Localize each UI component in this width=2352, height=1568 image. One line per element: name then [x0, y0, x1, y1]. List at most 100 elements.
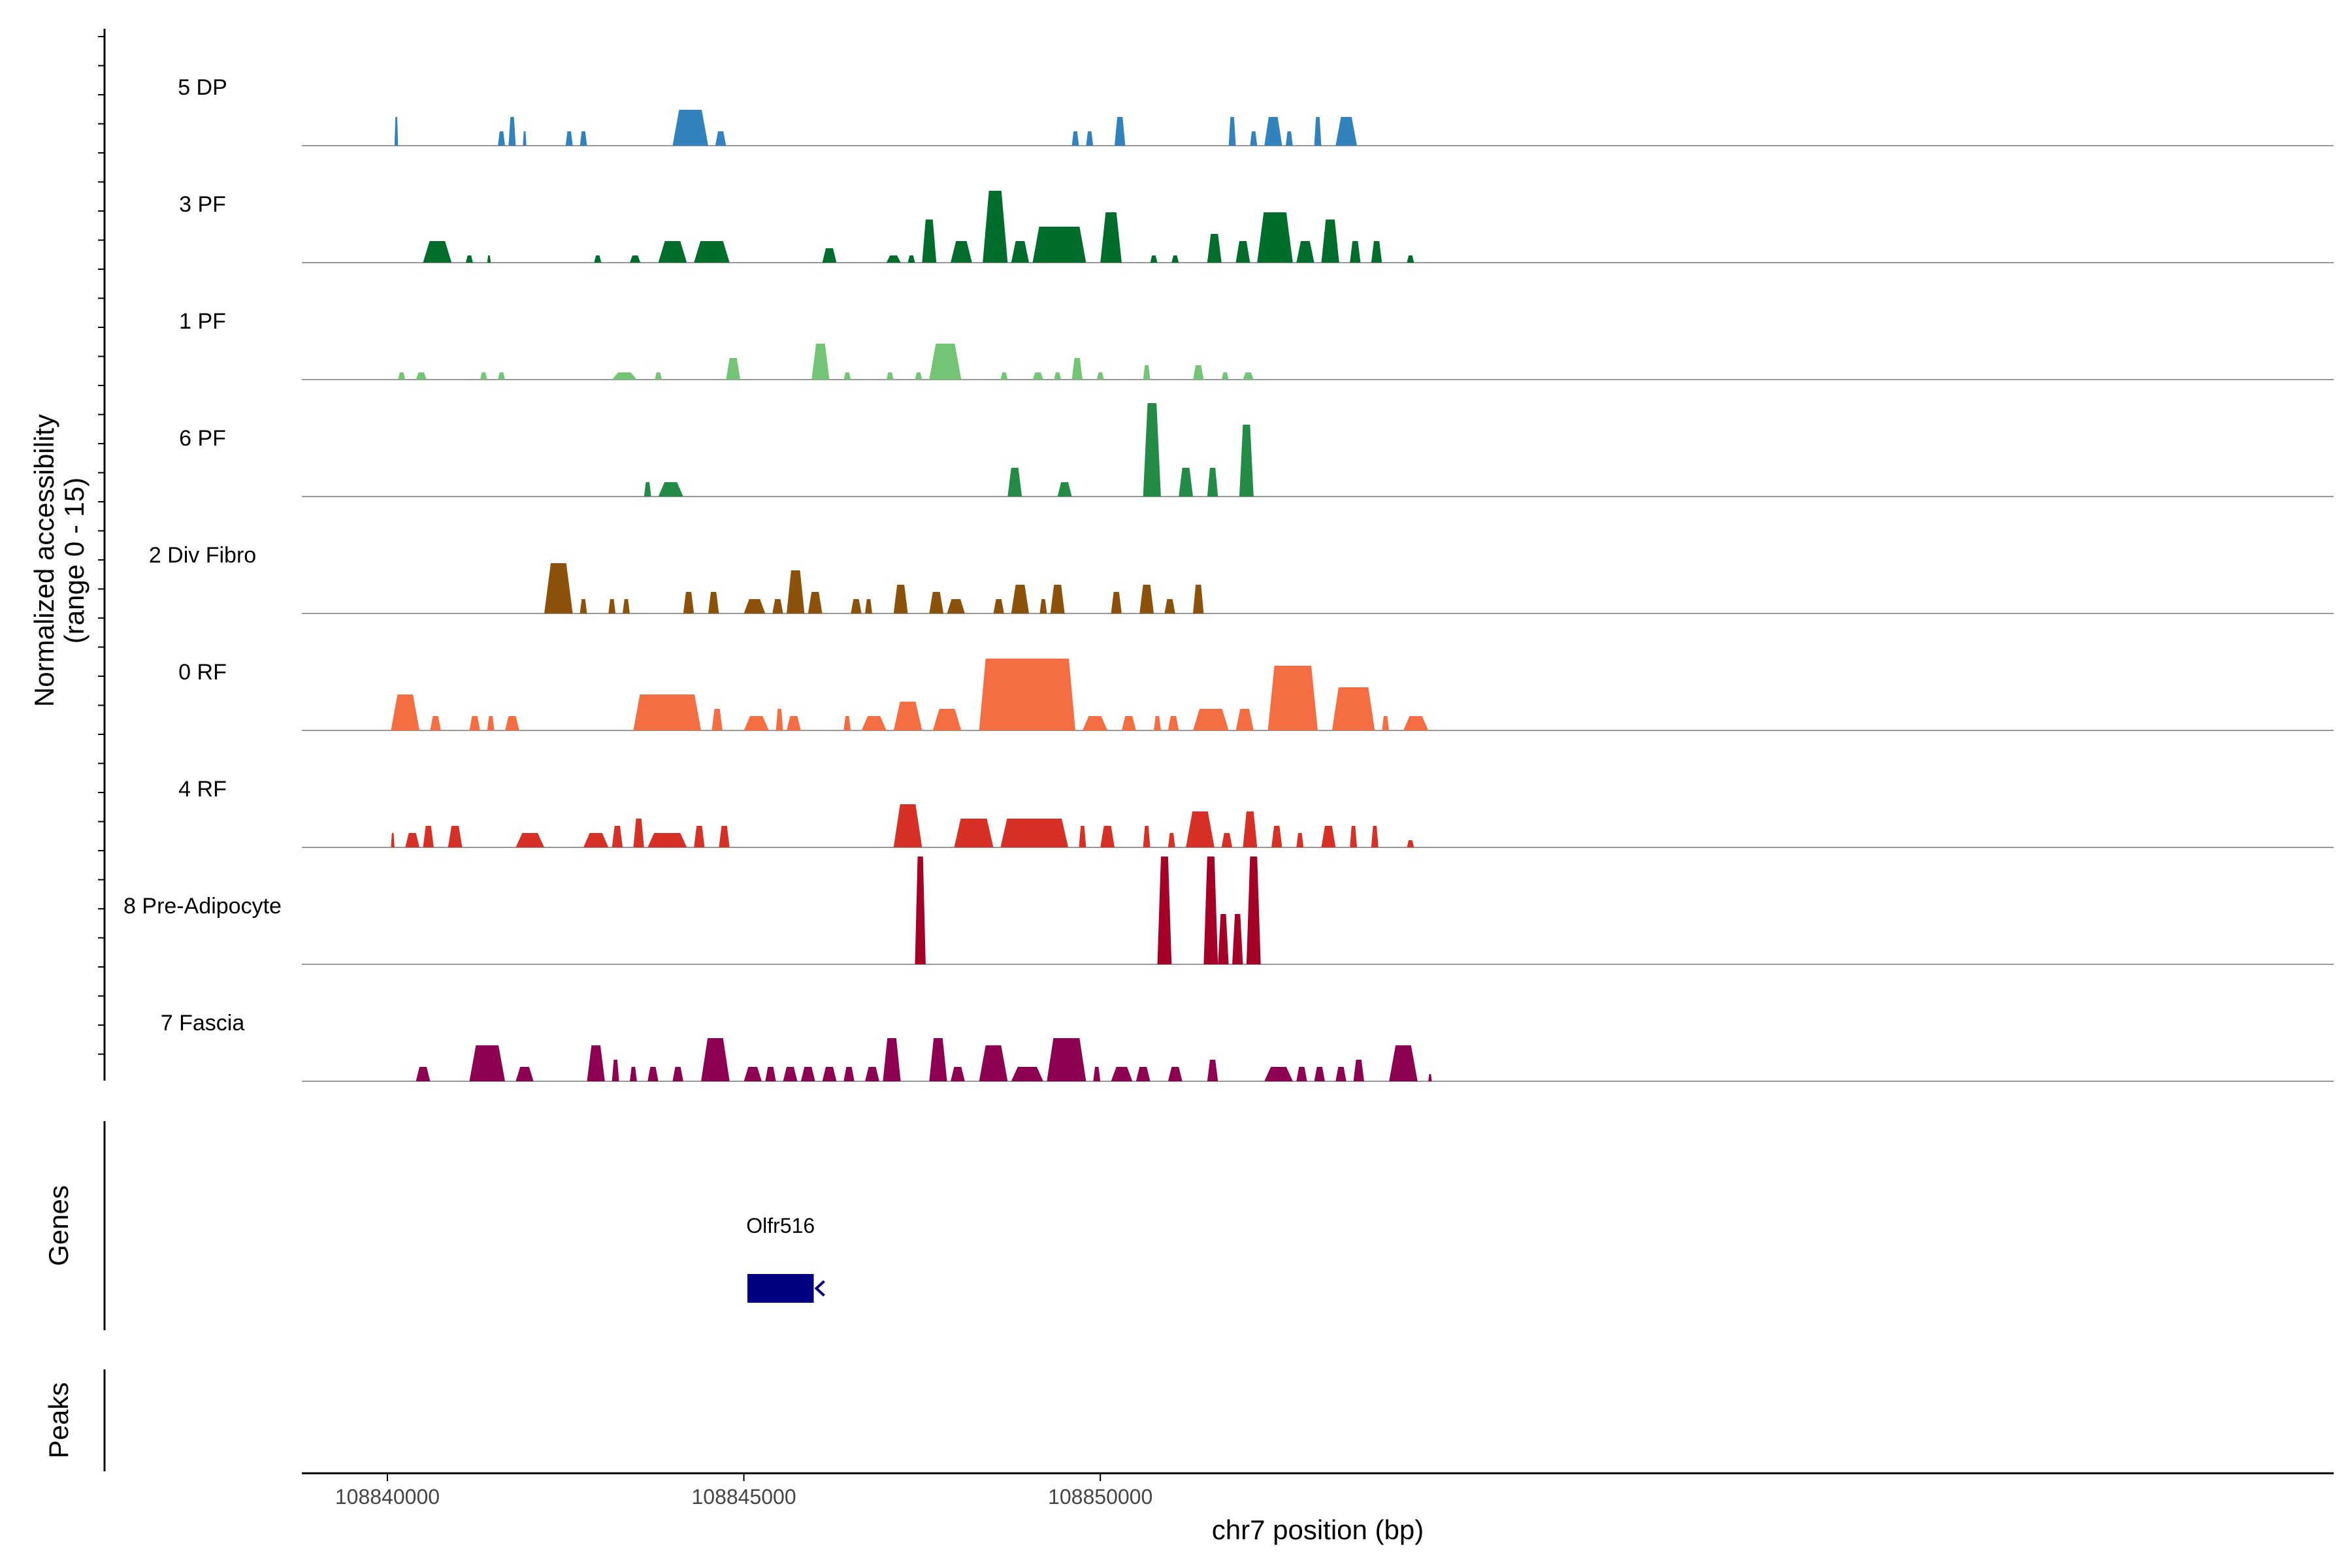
coverage-peak	[886, 255, 901, 263]
coverage-peak	[822, 1067, 837, 1081]
coverage-peak	[405, 833, 420, 847]
x-axis-tick-label: 108850000	[1048, 1485, 1152, 1509]
coverage-peak	[1250, 131, 1258, 146]
coverage-peak	[979, 659, 1075, 730]
coverage-peak	[1143, 826, 1151, 847]
coverage-peak	[1011, 241, 1030, 263]
coverage-peak	[1154, 716, 1161, 730]
track-label: 8 Pre-Adipocyte	[123, 894, 282, 919]
coverage-peak	[1267, 666, 1318, 730]
coverage-peak	[1353, 1060, 1364, 1081]
coverage-peak	[800, 1067, 815, 1081]
coverage-peak	[1007, 468, 1022, 497]
coverage-peak	[1239, 425, 1254, 497]
coverage-peak	[583, 833, 609, 847]
coverage-peak	[886, 372, 894, 380]
coverage-peak	[1235, 241, 1250, 263]
gene-body	[747, 1274, 814, 1303]
coverage-peak	[893, 804, 923, 847]
coverage-peak	[979, 1045, 1008, 1081]
coverage-peak	[993, 599, 1004, 613]
coverage-peak	[1389, 1045, 1418, 1081]
coverage-peak	[1047, 1038, 1086, 1081]
coverage-peak	[672, 110, 708, 146]
coverage-peak	[580, 599, 587, 613]
coverage-peak	[776, 709, 783, 730]
genes-panel-label: Genes	[43, 1185, 74, 1266]
coverage-peak	[498, 131, 505, 146]
track-label: 1 PF	[179, 309, 226, 334]
coverage-peak	[1139, 585, 1154, 613]
coverage-peak	[1000, 372, 1008, 380]
coverage-peak	[932, 709, 962, 730]
coverage-peak	[623, 599, 630, 613]
track-label: 2 Div Fibro	[149, 543, 256, 568]
y-axis-title: Normalized accessibility	[29, 414, 59, 707]
coverage-peak	[865, 1067, 879, 1081]
coverage-peak	[423, 241, 452, 263]
track-label: 4 RF	[178, 777, 227, 802]
coverage-peak	[1096, 372, 1104, 380]
coverage-peak	[1314, 117, 1322, 146]
coverage-peak	[865, 599, 872, 613]
coverage-peak	[929, 592, 944, 613]
coverage-peak	[772, 599, 783, 613]
coverage-peak	[629, 255, 641, 263]
coverage-peak	[708, 592, 719, 613]
coverage-peak	[765, 1067, 776, 1081]
coverage-peak	[1264, 117, 1282, 146]
coverage-peak	[1100, 212, 1122, 263]
coverage-peak	[1232, 914, 1243, 964]
coverage-peak	[1150, 255, 1158, 263]
coverage-peak	[683, 592, 694, 613]
coverage-peak	[1082, 716, 1108, 730]
coverage-peak	[508, 117, 516, 146]
coverage-peak	[1054, 372, 1062, 380]
coverage-peak	[655, 372, 662, 380]
track-1-pf: 1 PF	[179, 309, 2334, 380]
x-axis-ticks: 108840000 108845000 108850000	[335, 1473, 1152, 1509]
coverage-peak	[1335, 117, 1358, 146]
track-label: 3 PF	[179, 192, 226, 217]
coverage-peak	[851, 599, 862, 613]
coverage-peak	[1032, 227, 1086, 263]
coverage-peak	[658, 482, 683, 497]
coverage-peak	[983, 191, 1008, 263]
coverage-peak	[423, 826, 434, 847]
coverage-peak	[612, 1060, 619, 1081]
coverage-peak	[565, 131, 573, 146]
y-axis-subtitle: (range 0 - 15)	[59, 478, 90, 644]
coverage-peak	[915, 372, 923, 380]
coverage-peak	[1243, 372, 1254, 380]
coverage-peak	[469, 1045, 505, 1081]
track-0-rf: 0 RF	[178, 659, 2334, 731]
coverage-peak	[1207, 468, 1218, 497]
coverage-peak	[398, 372, 406, 380]
coverage-peak	[1203, 857, 1218, 964]
coverage-peak	[1171, 255, 1179, 263]
coverage-peak	[1371, 241, 1382, 263]
coverage-peak	[1168, 1067, 1183, 1081]
coverage-peak	[1186, 811, 1215, 847]
coverage-peak	[1143, 365, 1151, 380]
coverage-peak	[487, 255, 491, 263]
coverage-peak	[783, 1067, 798, 1081]
track-label: 6 PF	[179, 426, 226, 451]
coverage-peak	[647, 1067, 659, 1081]
coverage-peak	[808, 592, 823, 613]
coverage-peak	[1350, 826, 1358, 847]
coverage-peak	[544, 563, 573, 613]
coverage-peak	[743, 1067, 762, 1081]
coverage-peak	[1111, 592, 1122, 613]
track-4-rf: 4 RF	[178, 777, 2334, 848]
coverage-peak	[1296, 241, 1315, 263]
coverage-peak	[1407, 255, 1414, 263]
coverage-peak	[523, 131, 527, 146]
track-label: 5 DP	[178, 75, 227, 100]
coverage-peak	[1264, 1067, 1293, 1081]
coverage-peak	[843, 1067, 855, 1081]
coverage-peak	[715, 131, 727, 146]
coverage-peak	[448, 826, 463, 847]
coverage-peak	[644, 482, 651, 497]
